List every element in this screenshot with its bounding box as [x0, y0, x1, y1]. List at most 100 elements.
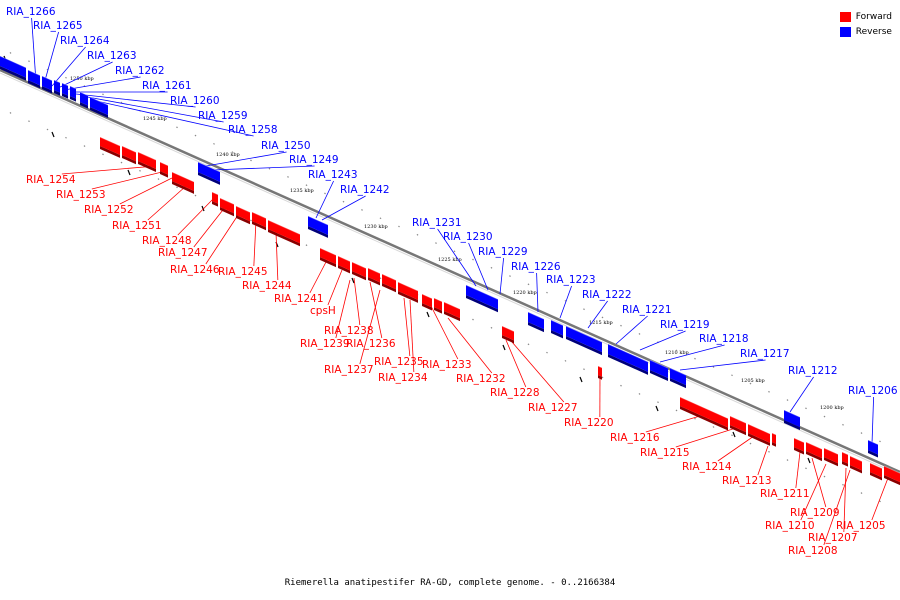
forward-gene	[367, 267, 381, 286]
leader-line	[871, 396, 874, 445]
minor-tick	[527, 283, 530, 286]
minor-tick	[823, 415, 826, 418]
minor-tick	[786, 399, 789, 401]
genome-backbone	[0, 68, 900, 474]
leader-line	[811, 457, 827, 508]
gene-label: RIA_1250	[261, 140, 311, 152]
minor-tick	[472, 258, 474, 261]
gene-label: RIA_1236	[346, 338, 396, 350]
forward-gene	[121, 145, 137, 165]
leader-line	[871, 477, 889, 521]
leader-line	[511, 341, 565, 403]
leader-line	[147, 185, 187, 221]
reverse-gene	[783, 409, 801, 431]
scale-tick-label: 1240 kbp	[216, 152, 240, 158]
leader-line	[536, 272, 539, 313]
forward-gene	[501, 325, 515, 344]
gene-label: RIA_1229	[478, 246, 528, 258]
minor-tick	[879, 440, 881, 443]
forward-gene	[235, 205, 251, 225]
leader-line	[335, 279, 351, 339]
minor-tick	[361, 209, 363, 211]
gene-label: RIA_1258	[228, 124, 278, 136]
gene-label: RIA_1259	[198, 110, 248, 122]
gene-label: RIA_1248	[142, 235, 192, 247]
minor-tick	[379, 217, 382, 220]
minor-tick	[731, 374, 733, 377]
forward-gene	[823, 447, 839, 467]
gene-label: RIA_1223	[546, 274, 596, 286]
minor-tick	[620, 384, 622, 387]
minor-tick	[28, 120, 30, 123]
leader-line	[211, 165, 315, 171]
leader-line	[429, 303, 459, 360]
genome-caption: Riemerella anatipestifer RA-GD, complete…	[284, 578, 616, 588]
minor-tick	[749, 382, 752, 385]
minor-tick	[583, 368, 585, 371]
minor-tick	[379, 277, 382, 280]
minor-tick	[139, 169, 141, 172]
minor-tick	[398, 225, 400, 228]
forward-gene	[397, 281, 419, 303]
legend: Forward Reverse	[839, 9, 892, 39]
scale-tick-label: 1220 kbp	[513, 290, 537, 296]
minor-tick	[472, 318, 474, 321]
leader-line	[51, 46, 86, 87]
reverse-gene	[0, 55, 27, 81]
gene-label: RIA_1208	[788, 545, 838, 557]
minor-tick	[120, 161, 123, 164]
minor-tick	[102, 93, 104, 96]
gene-label: RIA_1207	[808, 532, 858, 544]
forward-gene	[99, 136, 121, 158]
legend-forward: Forward	[839, 9, 892, 24]
gene-label: RIA_1211	[760, 488, 810, 500]
major-tick	[351, 277, 355, 284]
forward-gene	[267, 219, 301, 247]
major-tick	[807, 457, 811, 464]
scale-tick-label: 1215 kbp	[589, 320, 613, 326]
forward-gene	[747, 423, 771, 446]
minor-tick	[768, 390, 770, 393]
major-tick	[51, 131, 55, 138]
leader-line	[409, 299, 415, 373]
minor-tick	[416, 233, 419, 236]
forward-gene	[319, 247, 337, 268]
major-tick	[579, 376, 583, 383]
leader-line	[403, 297, 411, 357]
reverse-gene	[307, 215, 329, 238]
minor-tick	[823, 475, 826, 478]
leader-line	[437, 228, 477, 287]
legend-reverse-label: Reverse	[855, 26, 892, 37]
leader-line	[91, 99, 254, 137]
forward-gene	[421, 293, 433, 311]
leader-line	[253, 219, 257, 267]
legend-forward-label: Forward	[855, 11, 892, 22]
gene-label: RIA_1232	[456, 373, 506, 385]
gene-label: RIA_1237	[324, 364, 374, 376]
minor-tick	[287, 176, 289, 178]
minor-tick	[157, 178, 160, 181]
minor-tick	[675, 349, 678, 352]
minor-tick	[102, 153, 104, 156]
reverse-gene	[465, 284, 499, 313]
leader-line	[119, 177, 173, 205]
gene-label: RIA_1231	[412, 217, 462, 229]
minor-tick	[860, 432, 863, 435]
forward-gene	[679, 396, 729, 431]
minor-tick	[157, 118, 160, 121]
scale-tick-label: 1245 kbp	[143, 116, 167, 122]
forward-gene	[171, 171, 195, 194]
leader-line	[205, 151, 287, 167]
gene-label: RIA_1241	[274, 293, 324, 305]
scale-tick-label: 1230 kbp	[364, 224, 388, 230]
minor-tick	[583, 308, 585, 311]
reverse-gene	[41, 75, 53, 94]
minor-tick	[842, 483, 844, 486]
leader-line	[615, 315, 648, 345]
leader-line	[327, 269, 343, 306]
leader-line	[63, 76, 141, 91]
leader-line	[823, 469, 851, 546]
leader-line	[369, 281, 383, 339]
forward-gene	[433, 297, 443, 314]
leader-line	[81, 95, 224, 123]
